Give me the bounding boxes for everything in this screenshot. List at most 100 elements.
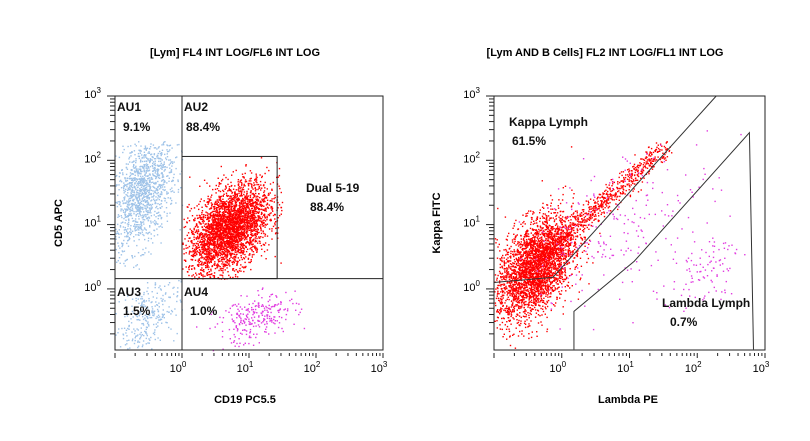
data-point — [205, 229, 207, 231]
data-point — [168, 177, 170, 179]
data-point — [151, 306, 153, 308]
data-point — [267, 311, 269, 313]
data-point — [124, 260, 126, 262]
data-point — [222, 252, 224, 254]
data-point — [196, 214, 198, 217]
data-point — [220, 215, 222, 218]
data-point — [127, 203, 129, 205]
data-point — [247, 195, 249, 197]
data-point — [237, 241, 240, 243]
data-point — [116, 174, 118, 177]
data-point — [202, 235, 204, 237]
data-point — [180, 301, 182, 303]
data-point — [147, 213, 149, 216]
data-point — [209, 224, 211, 226]
data-point — [143, 223, 145, 225]
data-point — [271, 207, 274, 209]
data-point — [210, 252, 213, 254]
data-point — [277, 201, 279, 204]
data-point — [138, 141, 140, 143]
data-point — [214, 224, 216, 227]
data-point — [161, 313, 164, 315]
data-point — [190, 251, 192, 253]
data-point — [236, 214, 238, 216]
data-point — [188, 237, 190, 239]
data-point — [141, 313, 143, 315]
data-point — [239, 246, 241, 248]
data-point — [243, 267, 245, 269]
data-point — [239, 222, 241, 225]
data-point — [174, 184, 176, 186]
data-point — [213, 250, 216, 252]
data-point — [132, 173, 134, 175]
data-point — [155, 177, 157, 180]
data-point — [209, 226, 211, 229]
data-point — [229, 222, 232, 224]
data-point — [261, 198, 263, 200]
data-point — [204, 214, 207, 217]
data-point — [244, 210, 247, 212]
data-point — [197, 230, 200, 233]
data-point — [126, 194, 128, 197]
data-point — [160, 162, 163, 165]
data-point — [220, 233, 222, 235]
data-point — [209, 228, 211, 230]
data-point — [231, 218, 233, 220]
data-point — [224, 255, 226, 258]
data-point — [148, 189, 150, 191]
data-point — [230, 195, 232, 197]
data-point — [134, 143, 136, 145]
data-point — [133, 328, 135, 330]
data-point — [132, 316, 134, 318]
data-point — [207, 241, 210, 244]
data-point — [203, 214, 205, 216]
data-point — [224, 237, 226, 239]
data-point — [135, 315, 138, 317]
data-point — [159, 203, 161, 206]
data-point — [201, 211, 203, 214]
data-point — [264, 315, 266, 317]
data-point — [124, 265, 126, 267]
data-point — [200, 198, 202, 200]
data-point — [237, 226, 239, 228]
data-point — [124, 299, 127, 301]
data-point — [207, 223, 210, 225]
data-point — [206, 230, 208, 232]
data-point — [234, 199, 236, 201]
data-point — [130, 225, 132, 227]
data-point — [201, 206, 203, 208]
data-point — [298, 313, 300, 316]
data-point — [142, 192, 145, 195]
data-point — [124, 177, 126, 180]
data-point — [147, 317, 149, 320]
data-point — [129, 182, 131, 184]
data-point — [251, 256, 253, 258]
data-point — [127, 145, 129, 148]
data-point — [238, 232, 240, 235]
data-point — [220, 260, 222, 262]
data-point — [162, 174, 164, 176]
data-point — [253, 227, 255, 230]
data-point — [136, 196, 138, 198]
data-point — [131, 331, 133, 333]
data-point — [262, 208, 264, 211]
data-point — [222, 239, 225, 241]
data-point — [247, 309, 249, 312]
data-point — [280, 303, 282, 305]
data-point — [166, 310, 168, 313]
data-point — [219, 232, 222, 234]
data-point — [252, 319, 254, 322]
data-point — [250, 234, 253, 236]
data-point — [157, 208, 159, 210]
data-point — [217, 218, 219, 220]
plot-title: [Lym AND B Cells] FL2 INT LOG/FL1 INT LO… — [487, 47, 724, 59]
data-point — [233, 328, 235, 330]
data-point — [150, 205, 152, 207]
data-point — [256, 248, 259, 250]
data-point — [214, 220, 217, 222]
data-point — [126, 183, 129, 185]
data-point — [220, 201, 222, 203]
data-point — [196, 205, 198, 207]
data-point — [242, 188, 245, 191]
data-point — [136, 209, 139, 211]
